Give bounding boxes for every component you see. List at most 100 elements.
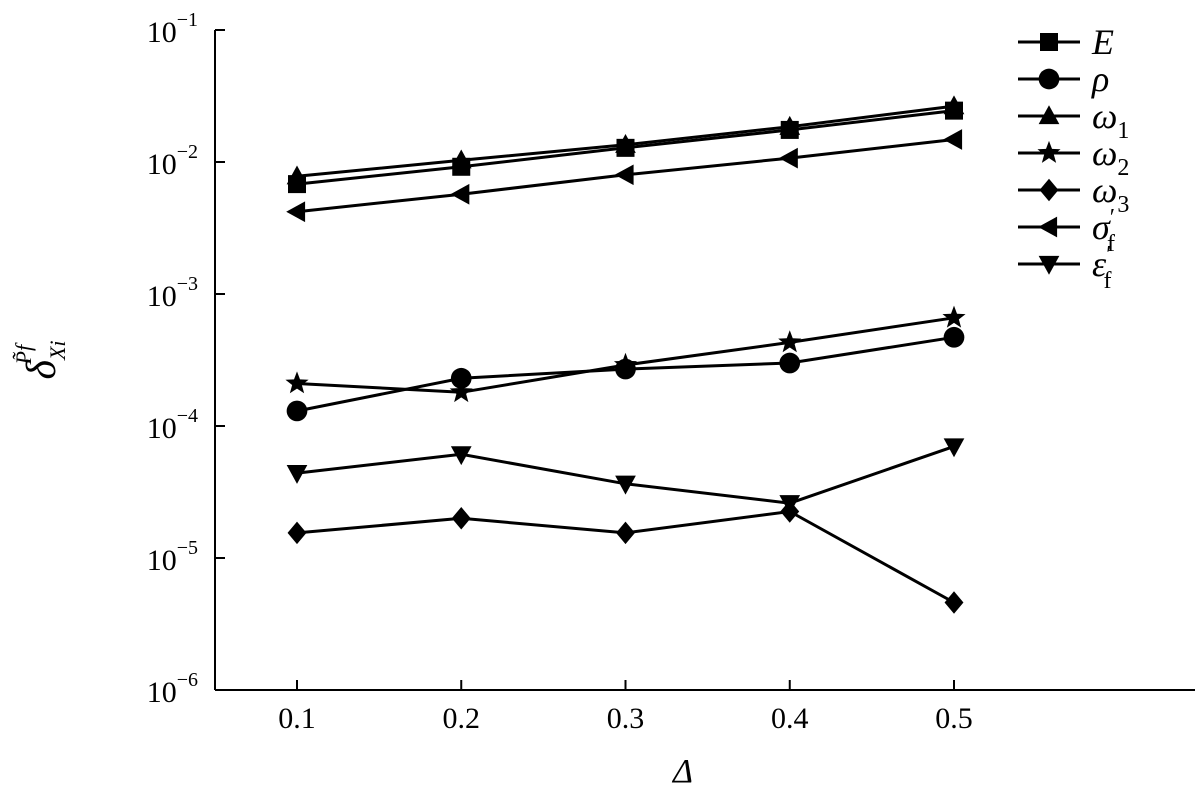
legend-item: ρ [1018, 59, 1109, 99]
legend-item: E [1018, 22, 1114, 62]
axes [214, 30, 1195, 691]
series-triangle-left [286, 129, 963, 223]
legend-marker [1040, 33, 1058, 51]
data-point [943, 438, 965, 458]
y-tick-label: 10−4 [147, 405, 198, 445]
data-point [450, 446, 472, 466]
legend-label-sub: 1 [1117, 118, 1129, 144]
legend-marker [1037, 140, 1061, 163]
data-point [944, 591, 964, 614]
x-tick-label: 0.4 [771, 702, 809, 735]
y-tick-exponent: −5 [177, 537, 198, 559]
data-point [286, 464, 308, 484]
series-triangle-up [286, 95, 965, 185]
legend-item: ω1 [1018, 96, 1129, 144]
data-point [943, 129, 963, 150]
legend-label-sub: 2 [1117, 155, 1129, 181]
data-point [943, 326, 965, 348]
y-axis-label-sub: Xi [45, 340, 70, 361]
series-circle [286, 326, 965, 422]
data-point [942, 305, 966, 328]
series-triangle-down [286, 438, 965, 515]
legend-label-sup: ′ [1110, 205, 1115, 231]
data-point [615, 475, 636, 495]
legend-label-main: ρ [1091, 59, 1109, 99]
y-axis-label: δXi P̃f [11, 340, 70, 379]
legend-label-main: ω [1092, 170, 1117, 210]
legend-label: ω3 [1092, 170, 1129, 218]
y-tick-base: 10 [147, 148, 177, 181]
y-axis-label-main: δ [19, 359, 65, 380]
y-tick-exponent: −6 [177, 669, 198, 691]
data-point [286, 400, 308, 422]
legend-label-sub: 3 [1117, 192, 1129, 218]
legend-label: ε′ f [1092, 242, 1111, 294]
legend-label-sup: ′ [1106, 242, 1111, 268]
data-point [450, 149, 472, 169]
legend-label-main: ε [1092, 244, 1107, 284]
y-ticks: 10−110−210−310−410−510−6 [147, 9, 225, 709]
data-point [450, 183, 470, 205]
legend-item: ω3 [1018, 170, 1129, 218]
data-point [286, 201, 306, 223]
y-tick-exponent: −2 [177, 141, 198, 163]
series-star [285, 305, 966, 403]
legend-label-sub: f [1103, 268, 1111, 294]
x-tick-label: 0.2 [443, 702, 481, 735]
legend-marker [1039, 178, 1059, 202]
legend-label-sub: f [1107, 231, 1115, 257]
data-point [450, 367, 472, 389]
series-line [296, 444, 955, 505]
legend-item: ε′ f [1018, 242, 1111, 294]
y-tick-label: 10−1 [147, 9, 198, 49]
y-tick-label: 10−5 [147, 537, 198, 577]
data-point [285, 371, 309, 394]
legend-marker [1038, 68, 1060, 90]
y-tick-label: 10−3 [147, 273, 198, 313]
y-tick-base: 10 [147, 412, 177, 445]
y-tick-exponent: −3 [177, 273, 198, 295]
x-tick-label: 0.1 [278, 702, 316, 735]
legend-label-main: σ [1092, 207, 1111, 247]
y-tick-exponent: −4 [177, 405, 198, 427]
legend-label: ω1 [1092, 96, 1129, 144]
legend-label: σ′ f [1092, 205, 1115, 257]
data-point [287, 521, 307, 545]
data-point [943, 95, 965, 115]
legend-label-main: E [1091, 22, 1114, 62]
legend-item: σ′ f [1018, 205, 1115, 257]
data-point [616, 521, 635, 545]
data-point [451, 507, 471, 530]
y-tick-base: 10 [147, 544, 177, 577]
legend-marker [1038, 216, 1058, 238]
y-tick-base: 10 [147, 16, 177, 49]
legend-item: ω2 [1018, 133, 1129, 181]
y-tick-base: 10 [147, 280, 177, 313]
x-tick-label: 0.3 [607, 702, 645, 735]
x-ticks: 0.1 0.2 0.3 0.4 0.5 [278, 680, 973, 735]
data-point [613, 352, 638, 375]
y-axis-label-group: δXi P̃f [11, 340, 70, 379]
legend-label-main: ω [1092, 96, 1117, 136]
legend-label-main: ω [1092, 133, 1117, 173]
x-tick-label: 0.5 [935, 702, 973, 735]
series-diamond [287, 500, 964, 614]
data-point [778, 147, 798, 169]
legend-marker [1038, 255, 1060, 275]
legend-marker [1038, 105, 1060, 125]
data-point [779, 495, 801, 515]
data-point [449, 380, 473, 403]
y-tick-base: 10 [147, 676, 177, 709]
y-axis-label-sup: P̃f [11, 342, 36, 365]
legend-label: ρ [1091, 59, 1109, 99]
data-point [614, 164, 634, 186]
data-point [286, 165, 308, 185]
data-point [615, 133, 636, 153]
y-tick-label: 10−6 [147, 669, 198, 709]
y-tick-label: 10−2 [147, 141, 198, 181]
data-point [779, 352, 801, 374]
data-point [779, 115, 801, 135]
series-layer [285, 95, 966, 614]
